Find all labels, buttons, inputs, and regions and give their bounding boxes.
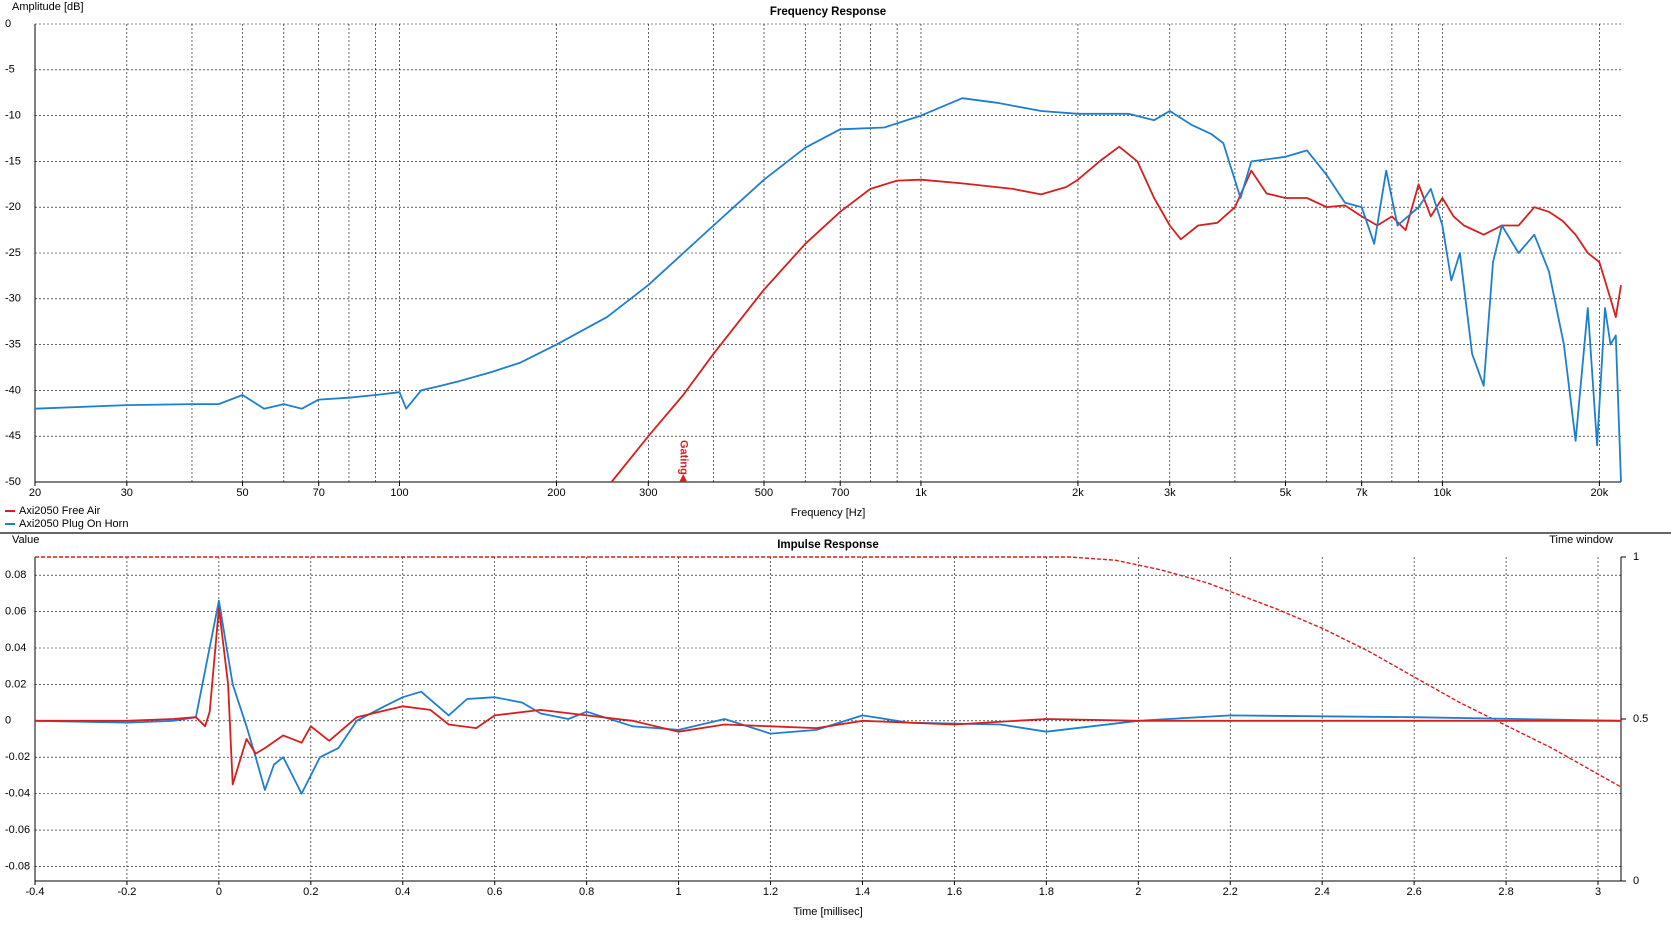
x-tick-label: 20k — [1591, 487, 1609, 499]
y-tick-label: -0.08 — [5, 860, 30, 872]
y2-tick-label: 0 — [1633, 875, 1639, 887]
x-tick-label: 1.4 — [855, 886, 870, 898]
x-tick-label: 2k — [1072, 487, 1084, 499]
x-tick-label: 2 — [1135, 886, 1141, 898]
y-tick-label: -5 — [5, 64, 15, 76]
annotation: Gating — [677, 440, 689, 475]
y-tick-label: -40 — [5, 384, 21, 396]
y2-tick-label: 0.5 — [1633, 713, 1648, 725]
y-tick-label: -15 — [5, 155, 21, 167]
series-line — [34, 97, 1622, 483]
y-tick-label: -0.04 — [5, 788, 30, 800]
x-tick-label: -0.2 — [117, 886, 136, 898]
x-tick-label: 5k — [1280, 487, 1292, 499]
series-line — [34, 599, 1622, 795]
y-tick-label: 0.04 — [5, 642, 26, 654]
y-tick-label: -35 — [5, 339, 21, 351]
y-axis-label: Value — [12, 534, 39, 546]
series-line — [610, 145, 1622, 483]
y-tick-label: 0.06 — [5, 606, 26, 618]
legend-label: Axi2050 Plug On Horn — [19, 518, 128, 530]
y-tick-label: 0.02 — [5, 678, 26, 690]
y-tick-label: -20 — [5, 201, 21, 213]
y-tick-label: -30 — [5, 293, 21, 305]
y-tick-label: -45 — [5, 430, 21, 442]
y-tick-label: 0 — [5, 715, 11, 727]
x-tick-label: 7k — [1356, 487, 1368, 499]
x-tick-label: 200 — [547, 487, 565, 499]
series-line — [35, 607, 1621, 786]
y-tick-label: 0 — [5, 18, 11, 30]
x-tick-label: 500 — [755, 487, 773, 499]
x-tick-label: 300 — [639, 487, 657, 499]
x-tick-label: 2.4 — [1315, 886, 1330, 898]
x-tick-label: 1 — [676, 886, 682, 898]
x-tick-label: 20 — [29, 487, 41, 499]
x-tick-label: 30 — [121, 487, 133, 499]
x-tick-label: 0.6 — [487, 886, 502, 898]
x-tick-label: 10k — [1434, 487, 1452, 499]
x-tick-label: 2.6 — [1406, 886, 1421, 898]
x-tick-label: 3k — [1164, 487, 1176, 499]
y2-axis-label: Time window — [1549, 534, 1613, 546]
x-tick-label: 50 — [236, 487, 248, 499]
x-tick-label: 0.2 — [303, 886, 318, 898]
chart-title: Impulse Response — [777, 539, 879, 551]
x-tick-label: 2.8 — [1498, 886, 1513, 898]
x-tick-label: 0.4 — [395, 886, 410, 898]
series-line — [35, 556, 1622, 788]
y-tick-label: -0.06 — [5, 824, 30, 836]
y-tick-label: -50 — [5, 476, 21, 488]
x-axis-label: Time [millisec] — [793, 906, 862, 918]
y-axis-label: Amplitude [dB] — [12, 1, 84, 13]
x-tick-label: 2.2 — [1223, 886, 1238, 898]
y-tick-label: 0.08 — [5, 569, 26, 581]
y-tick-label: -0.02 — [5, 751, 30, 763]
x-tick-label: 3 — [1595, 886, 1601, 898]
x-axis-label: Frequency [Hz] — [791, 507, 866, 519]
y2-tick-label: 1 — [1633, 551, 1639, 563]
x-tick-label: 1k — [915, 487, 927, 499]
chart-title: Frequency Response — [770, 6, 886, 18]
legend-label: Axi2050 Free Air — [19, 505, 101, 517]
y-tick-label: -10 — [5, 110, 21, 122]
y-tick-label: -25 — [5, 247, 21, 259]
x-tick-label: -0.4 — [26, 886, 45, 898]
x-tick-label: 0 — [216, 886, 222, 898]
x-tick-label: 70 — [313, 487, 325, 499]
x-tick-label: 1.2 — [763, 886, 778, 898]
x-tick-label: 1.8 — [1039, 886, 1054, 898]
x-tick-label: 100 — [390, 487, 408, 499]
x-tick-label: 0.8 — [579, 886, 594, 898]
x-tick-label: 1.6 — [947, 886, 962, 898]
x-tick-label: 700 — [831, 487, 849, 499]
annotation-arrow — [679, 474, 688, 482]
